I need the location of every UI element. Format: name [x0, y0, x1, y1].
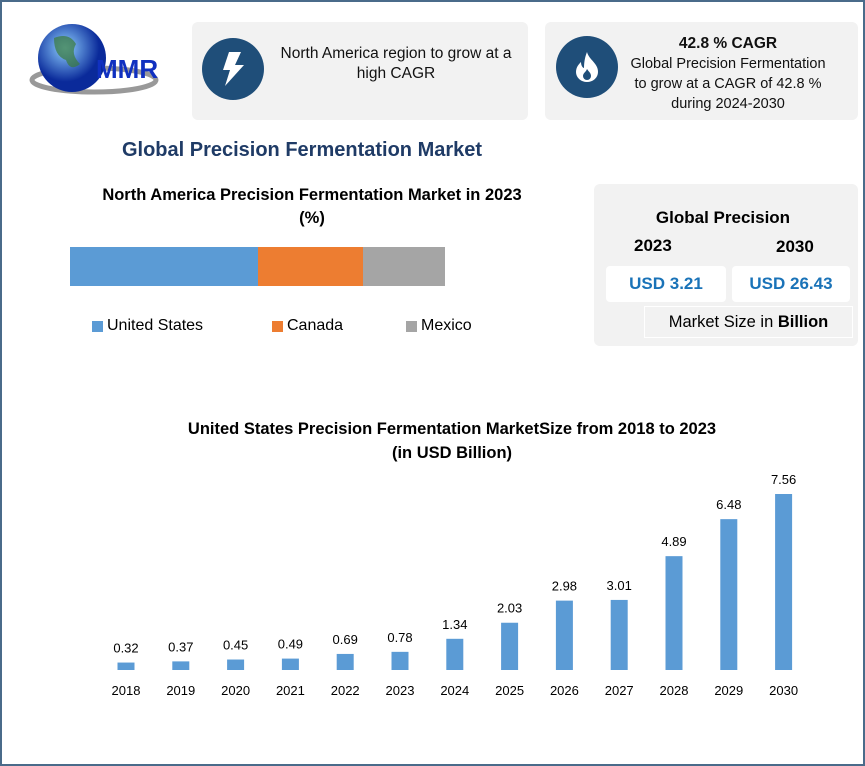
x-tick-label: 2025: [495, 683, 524, 698]
data-label: 2.98: [552, 579, 577, 594]
region-text: North America region to grow at a high C…: [280, 45, 512, 82]
legend-item: Mexico: [406, 317, 472, 335]
x-tick-label: 2021: [276, 683, 305, 698]
legend-label: Mexico: [421, 317, 472, 334]
cagr-heading: 42.8 % CAGR: [678, 35, 778, 52]
x-tick-label: 2022: [331, 683, 360, 698]
bar-2025: [501, 622, 519, 670]
bar-2030: [775, 494, 793, 670]
data-label: 0.49: [278, 637, 303, 652]
data-label: 0.45: [223, 638, 248, 653]
us-chart-subtitle: (in USD Billion): [391, 444, 513, 462]
year-2030: 2030: [776, 237, 814, 256]
note-prefix: Market Size in: [668, 313, 778, 331]
data-label: 0.37: [168, 639, 193, 654]
bar-2019: [172, 661, 190, 670]
value-2030: USD 26.43: [732, 266, 850, 302]
x-tick-label: 2027: [605, 683, 634, 698]
legend-swatch: [272, 320, 283, 332]
x-tick-label: 2026: [550, 683, 579, 698]
segment-mexico: [362, 247, 445, 286]
logo-text: MMR: [96, 54, 158, 84]
x-tick-label: 2030: [769, 683, 798, 698]
global-market-box: Global Precision 2023 2030 USD 3.21 USD …: [594, 184, 858, 346]
legend-item: United States: [92, 317, 203, 335]
cagr-card: 42.8 % CAGR Global Precision Fermentatio…: [545, 22, 858, 120]
flame-icon: [556, 36, 618, 98]
global-heading: Global Precision: [655, 208, 791, 227]
bar-2028: [665, 556, 683, 670]
bar-2029: [720, 519, 738, 670]
legend-swatch: [92, 320, 103, 332]
cagr-text: Global Precision Fermentation to grow at…: [630, 56, 826, 112]
legend-item: Canada: [272, 317, 343, 335]
bar-2027: [610, 599, 628, 670]
bar-2018: [117, 662, 135, 670]
segment-canada: [257, 247, 363, 286]
segment-united-states: [70, 247, 258, 286]
data-label: 0.32: [113, 641, 138, 656]
bar-2026: [555, 600, 573, 670]
note-bold: Billion: [777, 313, 829, 331]
x-tick-label: 2018: [112, 683, 141, 698]
page-title: Global Precision Fermentation Market: [121, 139, 483, 161]
us-chart-title: United States Precision Fermentation Mar…: [142, 417, 762, 465]
data-label: 0.78: [387, 630, 412, 645]
value-2023: USD 3.21: [606, 266, 726, 302]
bar-2022: [336, 653, 354, 670]
data-label: 2.03: [497, 601, 522, 616]
x-tick-label: 2024: [440, 683, 469, 698]
data-label: 4.89: [661, 534, 686, 549]
na-chart-title: North America Precision Fermentation Mar…: [102, 186, 522, 227]
x-tick-label: 2028: [660, 683, 689, 698]
region-card: North America region to grow at a high C…: [192, 22, 528, 120]
data-label: 6.48: [716, 497, 741, 512]
lightning-icon: [202, 38, 264, 100]
x-tick-label: 2029: [714, 683, 743, 698]
x-tick-label: 2023: [386, 683, 415, 698]
bar-2020: [227, 659, 245, 670]
us-chart-title-main: United States Precision Fermentation Mar…: [187, 420, 717, 438]
bar-2024: [446, 638, 464, 670]
market-size-note: Market Size in Billion: [644, 306, 853, 338]
year-2023: 2023: [634, 236, 672, 255]
data-label: 7.56: [771, 472, 796, 487]
x-tick-label: 2019: [166, 683, 195, 698]
legend-label: United States: [107, 317, 204, 334]
bar-2021: [281, 658, 299, 670]
data-label: 0.69: [333, 632, 358, 647]
bar-2023: [391, 651, 409, 670]
x-tick-label: 2020: [221, 683, 250, 698]
mmr-logo: MMR: [24, 18, 184, 108]
legend-swatch: [406, 320, 417, 332]
data-label: 1.34: [442, 617, 467, 632]
legend-label: Canada: [287, 317, 344, 334]
data-label: 3.01: [607, 578, 632, 593]
